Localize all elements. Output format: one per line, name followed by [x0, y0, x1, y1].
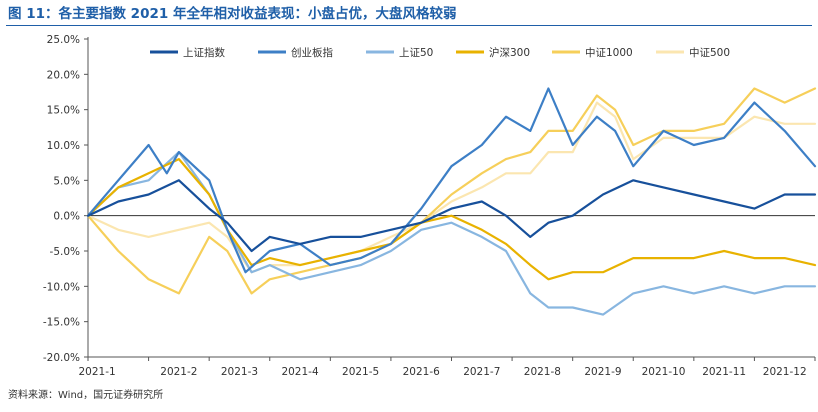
- series-line: [86, 179, 817, 253]
- x-tick-label: 2021-4: [281, 366, 319, 378]
- series-line: [86, 87, 817, 295]
- legend-entry: 上证50: [366, 47, 433, 59]
- x-tick-label: 2021-6: [403, 366, 441, 378]
- x-tick-label: 2021-8: [524, 366, 561, 378]
- series-lines: [86, 87, 817, 316]
- x-tick-label: 2021-7: [463, 366, 500, 378]
- y-tick-label: -20.0%: [43, 352, 80, 364]
- y-tick-label: 5.0%: [53, 175, 80, 187]
- series-line: [86, 87, 817, 274]
- x-axis: 2021-1 2021-2 2021-3 2021-4 2021-5 2021-6 2021…: [78, 356, 816, 378]
- x-tick-label: 2021-1: [78, 366, 115, 378]
- title-underline: [6, 25, 812, 26]
- y-tick-label: 20.0%: [47, 69, 80, 81]
- legend-entry: 沪深300: [456, 46, 530, 59]
- line-chart: 25.0% 20.0% 15.0% 10.0% 5.0% 0.0% -5.0% -10.0% -…: [43, 34, 817, 378]
- legend-entry: 中证500: [656, 46, 730, 59]
- legend-label: 沪深300: [489, 46, 530, 59]
- x-tick-label: 2021-5: [342, 366, 379, 378]
- x-tick-label: 2021-10: [642, 366, 686, 378]
- legend-label: 上证指数: [183, 46, 225, 59]
- y-tick-label: 25.0%: [47, 34, 80, 46]
- chart-legend: 上证指数 创业板指 上证50 沪深300 中证1000 中证500: [150, 46, 730, 59]
- y-tick-label: -5.0%: [50, 246, 80, 258]
- x-tick-label: 2021-12: [763, 366, 807, 378]
- y-axis: 25.0% 20.0% 15.0% 10.0% 5.0% 0.0% -5.0% -10.0% -…: [43, 34, 89, 364]
- source-note: 资料来源：Wind，国元证券研究所: [8, 390, 164, 401]
- figure-title: 图 11：各主要指数 2021 年全年相对收益表现：小盘占优，大盘风格较弱: [8, 6, 457, 22]
- y-tick-label: -10.0%: [43, 281, 80, 293]
- legend-entry: 上证指数: [150, 46, 225, 59]
- legend-label: 创业板指: [291, 46, 333, 59]
- legend-label: 上证50: [399, 47, 433, 59]
- x-tick-label: 2021-9: [584, 366, 621, 378]
- y-tick-label: 15.0%: [47, 105, 80, 117]
- series-line: [86, 150, 817, 316]
- x-tick-label: 2021-3: [221, 366, 258, 378]
- x-tick-label: 2021-2: [160, 366, 197, 378]
- legend-label: 中证1000: [585, 46, 633, 59]
- y-tick-label: 10.0%: [47, 140, 80, 152]
- legend-entry: 创业板指: [258, 46, 333, 59]
- series-line: [86, 158, 817, 281]
- y-tick-label: 0.0%: [53, 211, 80, 223]
- x-tick-label: 2021-11: [702, 366, 746, 378]
- legend-entry: 中证1000: [552, 46, 633, 59]
- y-tick-label: -15.0%: [43, 317, 80, 329]
- legend-label: 中证500: [689, 46, 730, 59]
